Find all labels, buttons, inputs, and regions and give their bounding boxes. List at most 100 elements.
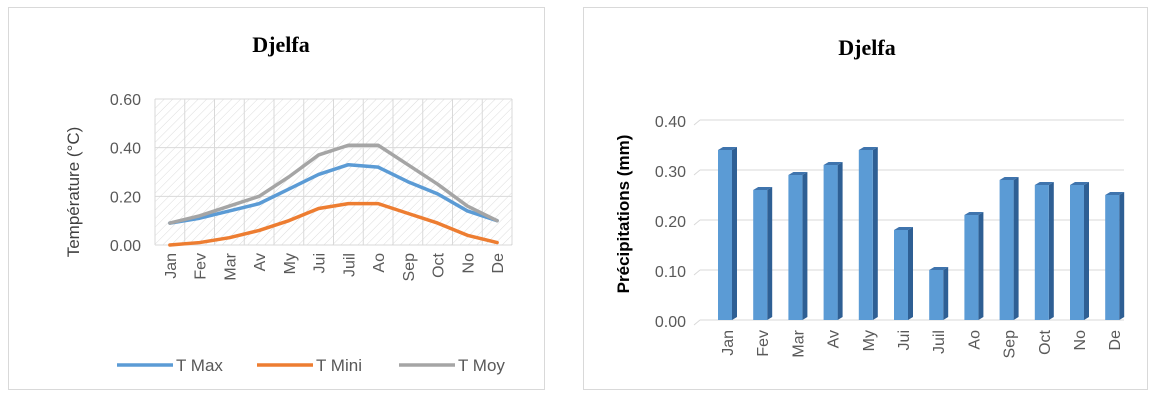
x-tick-label: No — [460, 253, 477, 274]
bar-front — [788, 175, 803, 320]
gridline-depth — [693, 119, 701, 126]
y-tick-label: 0.40 — [110, 141, 141, 158]
gridline-depth — [693, 319, 701, 326]
y-tick-label: 0.60 — [110, 92, 141, 109]
bar — [1034, 182, 1054, 320]
bar — [999, 177, 1019, 320]
y-axis-title: Température (°C) — [64, 127, 83, 258]
x-tick-label: Oct — [1037, 329, 1054, 354]
legend-item: T Moy — [399, 356, 505, 375]
y-tick-label: 0.20 — [110, 189, 141, 206]
bar — [753, 187, 773, 320]
bars — [718, 147, 1125, 320]
x-tick-label: My — [282, 253, 299, 274]
bar-front — [1070, 185, 1084, 320]
x-tick-label: Mar — [790, 329, 807, 357]
x-tick-label: Jan — [720, 330, 737, 356]
bar — [788, 172, 808, 320]
bar — [718, 147, 737, 320]
x-tick-label: Fev — [193, 253, 210, 280]
legend-label: T Moy — [458, 356, 505, 375]
bar-side — [872, 147, 878, 320]
bar — [894, 227, 913, 320]
precipitation-bar-chart: Djelfa Précipitations (mm) 0.00 0.10 0.20 0… — [614, 35, 1125, 358]
bar-front — [1105, 195, 1120, 320]
chart-title: Djelfa — [252, 32, 309, 57]
legend-label: T Mini — [316, 356, 362, 375]
bar-front — [753, 190, 768, 320]
bar-front — [929, 270, 944, 320]
series-line-t-moy — [168, 143, 499, 225]
x-tick-label: Jui — [312, 253, 329, 273]
y-tick-label: 0.10 — [655, 264, 686, 281]
bar-top — [999, 177, 1019, 180]
x-tick-label: Sep — [1002, 330, 1019, 359]
y-tick-label: 0.20 — [655, 214, 686, 231]
series-lines — [168, 143, 499, 247]
x-tick-label: De — [1107, 330, 1124, 351]
bar — [1070, 182, 1089, 320]
gridline-depth — [693, 169, 701, 176]
x-tick-labels: Jan Fev Mar Av My Jui Juil Ao Sep Oct No De — [163, 252, 507, 281]
x-tick-label: Ao — [371, 253, 388, 273]
x-tick-label: Av — [252, 253, 269, 271]
bar-front — [1034, 185, 1049, 320]
x-tick-label: Jui — [896, 330, 913, 350]
bar-top — [964, 212, 984, 215]
bar-side — [1048, 182, 1054, 320]
series-line-t-max — [168, 162, 499, 225]
bar — [929, 267, 949, 320]
bar-top — [929, 267, 949, 270]
bar-top — [788, 172, 808, 175]
y-tick-labels: 0.00 0.20 0.40 0.60 — [110, 92, 141, 255]
bar-top — [718, 147, 737, 150]
y-axis-title: Précipitations (mm) — [614, 135, 633, 294]
x-tick-labels: Jan Fev Mar Av My Jui Juil Ao Sep Oct No De — [720, 329, 1124, 358]
legend-item: T Max — [117, 356, 223, 375]
bar-front — [823, 165, 838, 320]
gridlines — [154, 98, 513, 246]
precipitation-chart-panel: Djelfa Précipitations (mm) 0.00 0.10 0.20 0… — [583, 7, 1148, 390]
bar — [858, 147, 878, 320]
bar-side — [943, 267, 949, 320]
x-tick-label: Av — [826, 330, 843, 348]
bar-side — [767, 187, 773, 320]
gridline-depth — [693, 219, 701, 226]
x-tick-label: De — [490, 253, 507, 274]
legend-label: T Max — [176, 356, 223, 375]
bar-top — [1070, 182, 1089, 185]
gridline-depth — [693, 269, 701, 276]
y-tick-label: 0.00 — [110, 238, 141, 255]
bar-side — [802, 172, 808, 320]
bar-side — [837, 162, 843, 320]
bar — [1105, 192, 1125, 320]
x-tick-label: No — [1072, 330, 1089, 351]
bar — [964, 212, 984, 320]
x-tick-label: Jan — [163, 253, 180, 279]
x-tick-label: My — [861, 330, 878, 351]
series-line-t-mini — [168, 201, 499, 247]
legend: T Max T Mini T Moy — [117, 356, 505, 375]
bar-side — [908, 227, 913, 320]
bar-top — [753, 187, 773, 190]
x-tick-label: Ao — [966, 330, 983, 350]
y-tick-label: 0.30 — [655, 164, 686, 181]
temperature-chart-panel: Djelfa Température (°C) 0.00 0.20 0.40 0.60… — [8, 7, 545, 390]
y-tick-labels: 0.00 0.10 0.20 0.30 0.40 — [655, 114, 686, 331]
x-tick-label: Juil — [341, 253, 358, 277]
bar-side — [1013, 177, 1019, 320]
x-tick-label: Sep — [401, 253, 418, 282]
x-tick-label: Oct — [431, 252, 448, 277]
y-tick-label: 0.00 — [655, 314, 686, 331]
x-tick-label: Juil — [931, 330, 948, 354]
x-tick-label: Mar — [222, 252, 239, 280]
chart-title: Djelfa — [838, 35, 895, 60]
bar-side — [978, 212, 984, 320]
legend-item: T Mini — [257, 356, 362, 375]
bar — [823, 162, 843, 320]
bar-front — [964, 215, 979, 320]
bar-top — [1105, 192, 1125, 195]
temperature-line-chart: Djelfa Température (°C) 0.00 0.20 0.40 0.60… — [64, 32, 513, 375]
bar-front — [718, 150, 732, 320]
bar-side — [1084, 182, 1089, 320]
